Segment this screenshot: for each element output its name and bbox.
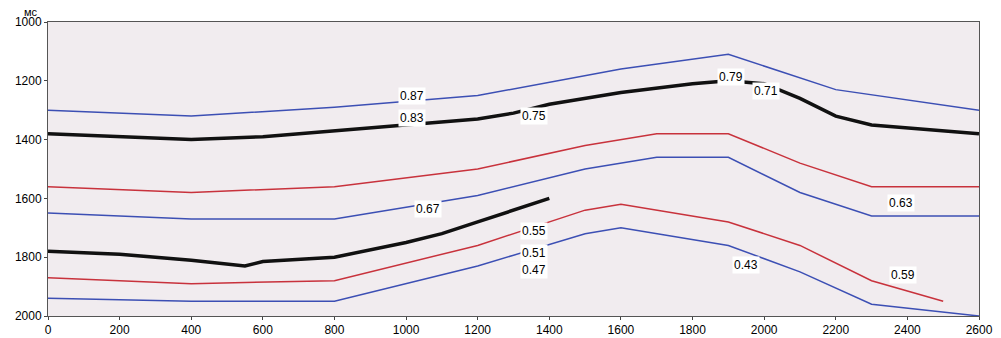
svg-text:2200: 2200	[822, 323, 849, 337]
svg-text:0.75: 0.75	[522, 109, 546, 123]
svg-text:0.51: 0.51	[522, 246, 546, 260]
svg-text:0.47: 0.47	[522, 263, 546, 277]
svg-text:600: 600	[253, 323, 273, 337]
svg-text:0.43: 0.43	[734, 258, 758, 272]
svg-text:2600: 2600	[966, 323, 993, 337]
svg-text:0.71: 0.71	[754, 84, 778, 98]
svg-text:1400: 1400	[15, 133, 42, 147]
svg-text:2000: 2000	[15, 309, 42, 323]
svg-text:1600: 1600	[15, 192, 42, 206]
svg-text:0.87: 0.87	[400, 89, 424, 103]
svg-text:мс: мс	[24, 6, 38, 18]
svg-text:1000: 1000	[393, 323, 420, 337]
svg-text:1200: 1200	[15, 74, 42, 88]
svg-text:2000: 2000	[751, 323, 778, 337]
svg-text:1800: 1800	[679, 323, 706, 337]
svg-text:1800: 1800	[15, 250, 42, 264]
svg-text:2400: 2400	[894, 323, 921, 337]
svg-text:0.59: 0.59	[891, 268, 915, 282]
svg-text:200: 200	[110, 323, 130, 337]
svg-text:0.83: 0.83	[400, 111, 424, 125]
svg-text:0.79: 0.79	[719, 70, 743, 84]
svg-text:0: 0	[45, 323, 52, 337]
svg-text:0.67: 0.67	[416, 202, 440, 216]
svg-text:1400: 1400	[536, 323, 563, 337]
svg-text:1600: 1600	[608, 323, 635, 337]
svg-text:0.63: 0.63	[889, 196, 913, 210]
svg-text:1000: 1000	[15, 15, 42, 29]
svg-text:0.55: 0.55	[522, 224, 546, 238]
svg-text:1200: 1200	[464, 323, 491, 337]
svg-text:800: 800	[324, 323, 344, 337]
svg-text:400: 400	[181, 323, 201, 337]
